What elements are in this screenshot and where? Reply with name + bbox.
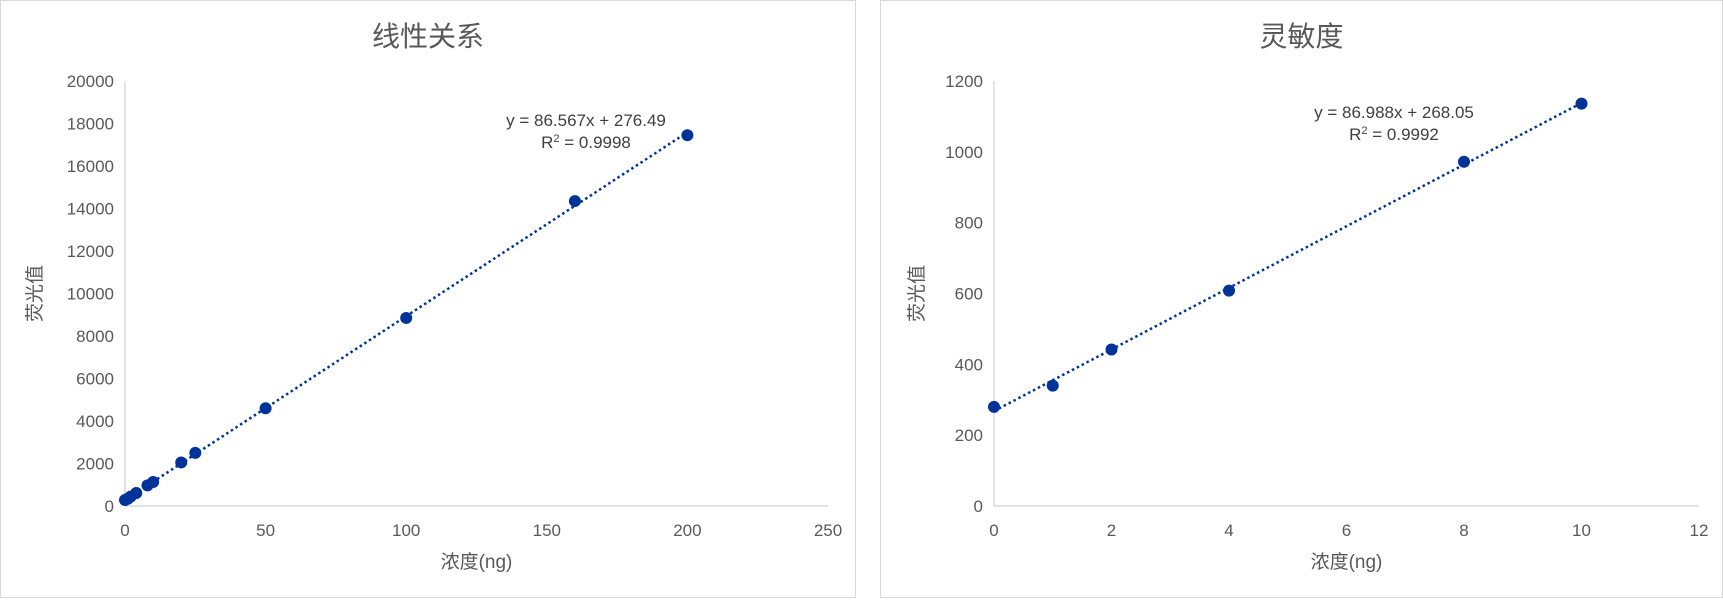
trendline [993,101,1583,413]
x-tick-label: 100 [392,521,420,540]
data-point [1223,284,1235,297]
y-axis-label: 荧光值 [906,265,928,322]
data-point [1458,155,1470,168]
y-tick-label: 20000 [67,72,114,91]
x-tick-label: 2 [1107,521,1116,540]
x-tick-label: 0 [120,521,129,540]
chart-linearity: 线性关系 0 2000 4000 6000 8000 10000 12000 14000 160… [0,0,856,598]
x-axis-label: 浓度(ng) [441,551,513,573]
y-tick-label: 800 [955,214,983,233]
chart-sensitivity: 灵敏度 0 200 400 600 800 1000 1200 0 2 4 6 8 10 12 浓度(ng)… [880,0,1723,598]
y-tick-label: 8000 [76,327,114,346]
y-tick-label: 6000 [76,370,114,389]
x-tick-label: 6 [1342,521,1351,540]
x-tick-label: 250 [814,521,842,540]
y-tick-label: 10000 [67,285,114,304]
x-tick-label: 200 [673,521,701,540]
data-point [1575,97,1588,110]
y-tick-label: 16000 [67,157,114,176]
chart-linearity-plot: 0200040006000800010000120001400016000180… [24,72,842,573]
r-squared-label: R2 = 0.9992 [1349,125,1439,144]
y-axis-label: 荧光值 [24,265,46,322]
x-tick-label: 0 [989,521,998,540]
data-point [400,311,413,324]
chart-title: 线性关系 [371,21,484,52]
x-tick-label: 4 [1224,521,1233,540]
data-point [175,456,188,469]
y-tick-label: 2000 [76,455,114,474]
data-point [259,402,272,415]
y-tick-label: 400 [955,355,983,374]
x-tick-label: 12 [1690,521,1709,540]
data-point [189,446,202,459]
trendline-equation: y = 86.567x + 276.49 [506,111,666,130]
y-tick-label: 1000 [945,143,983,162]
y-tick-label: 0 [105,497,114,516]
chart-title: 灵敏度 [1259,21,1344,52]
y-tick-label: 18000 [67,115,114,134]
data-point [988,400,1000,413]
data-point [147,475,160,488]
data-point [1105,343,1118,356]
y-tick-label: 200 [955,426,983,445]
x-tick-label: 150 [533,521,561,540]
y-tick-label: 14000 [67,200,114,219]
x-axis-label: 浓度(ng) [1311,551,1383,573]
data-point [568,195,581,208]
r-squared-label: R2 = 0.9998 [541,133,631,152]
data-point [1046,379,1059,392]
y-tick-label: 1200 [945,72,983,91]
chart-sensitivity-plot: 0 200 400 600 800 1000 1200 0 2 4 6 8 10 12 浓度(ng) 荧光值 y… [906,72,1709,573]
data-point [130,487,143,500]
x-tick-label: 8 [1459,521,1468,540]
y-tick-label: 12000 [67,242,114,261]
trendline-equation: y = 86.988x + 268.05 [1314,103,1474,122]
y-tick-label: 600 [955,285,983,304]
y-tick-label: 4000 [76,412,114,431]
y-tick-label: 0 [974,497,983,516]
x-tick-label: 50 [256,521,275,540]
data-point [681,129,694,142]
x-tick-label: 10 [1572,521,1591,540]
